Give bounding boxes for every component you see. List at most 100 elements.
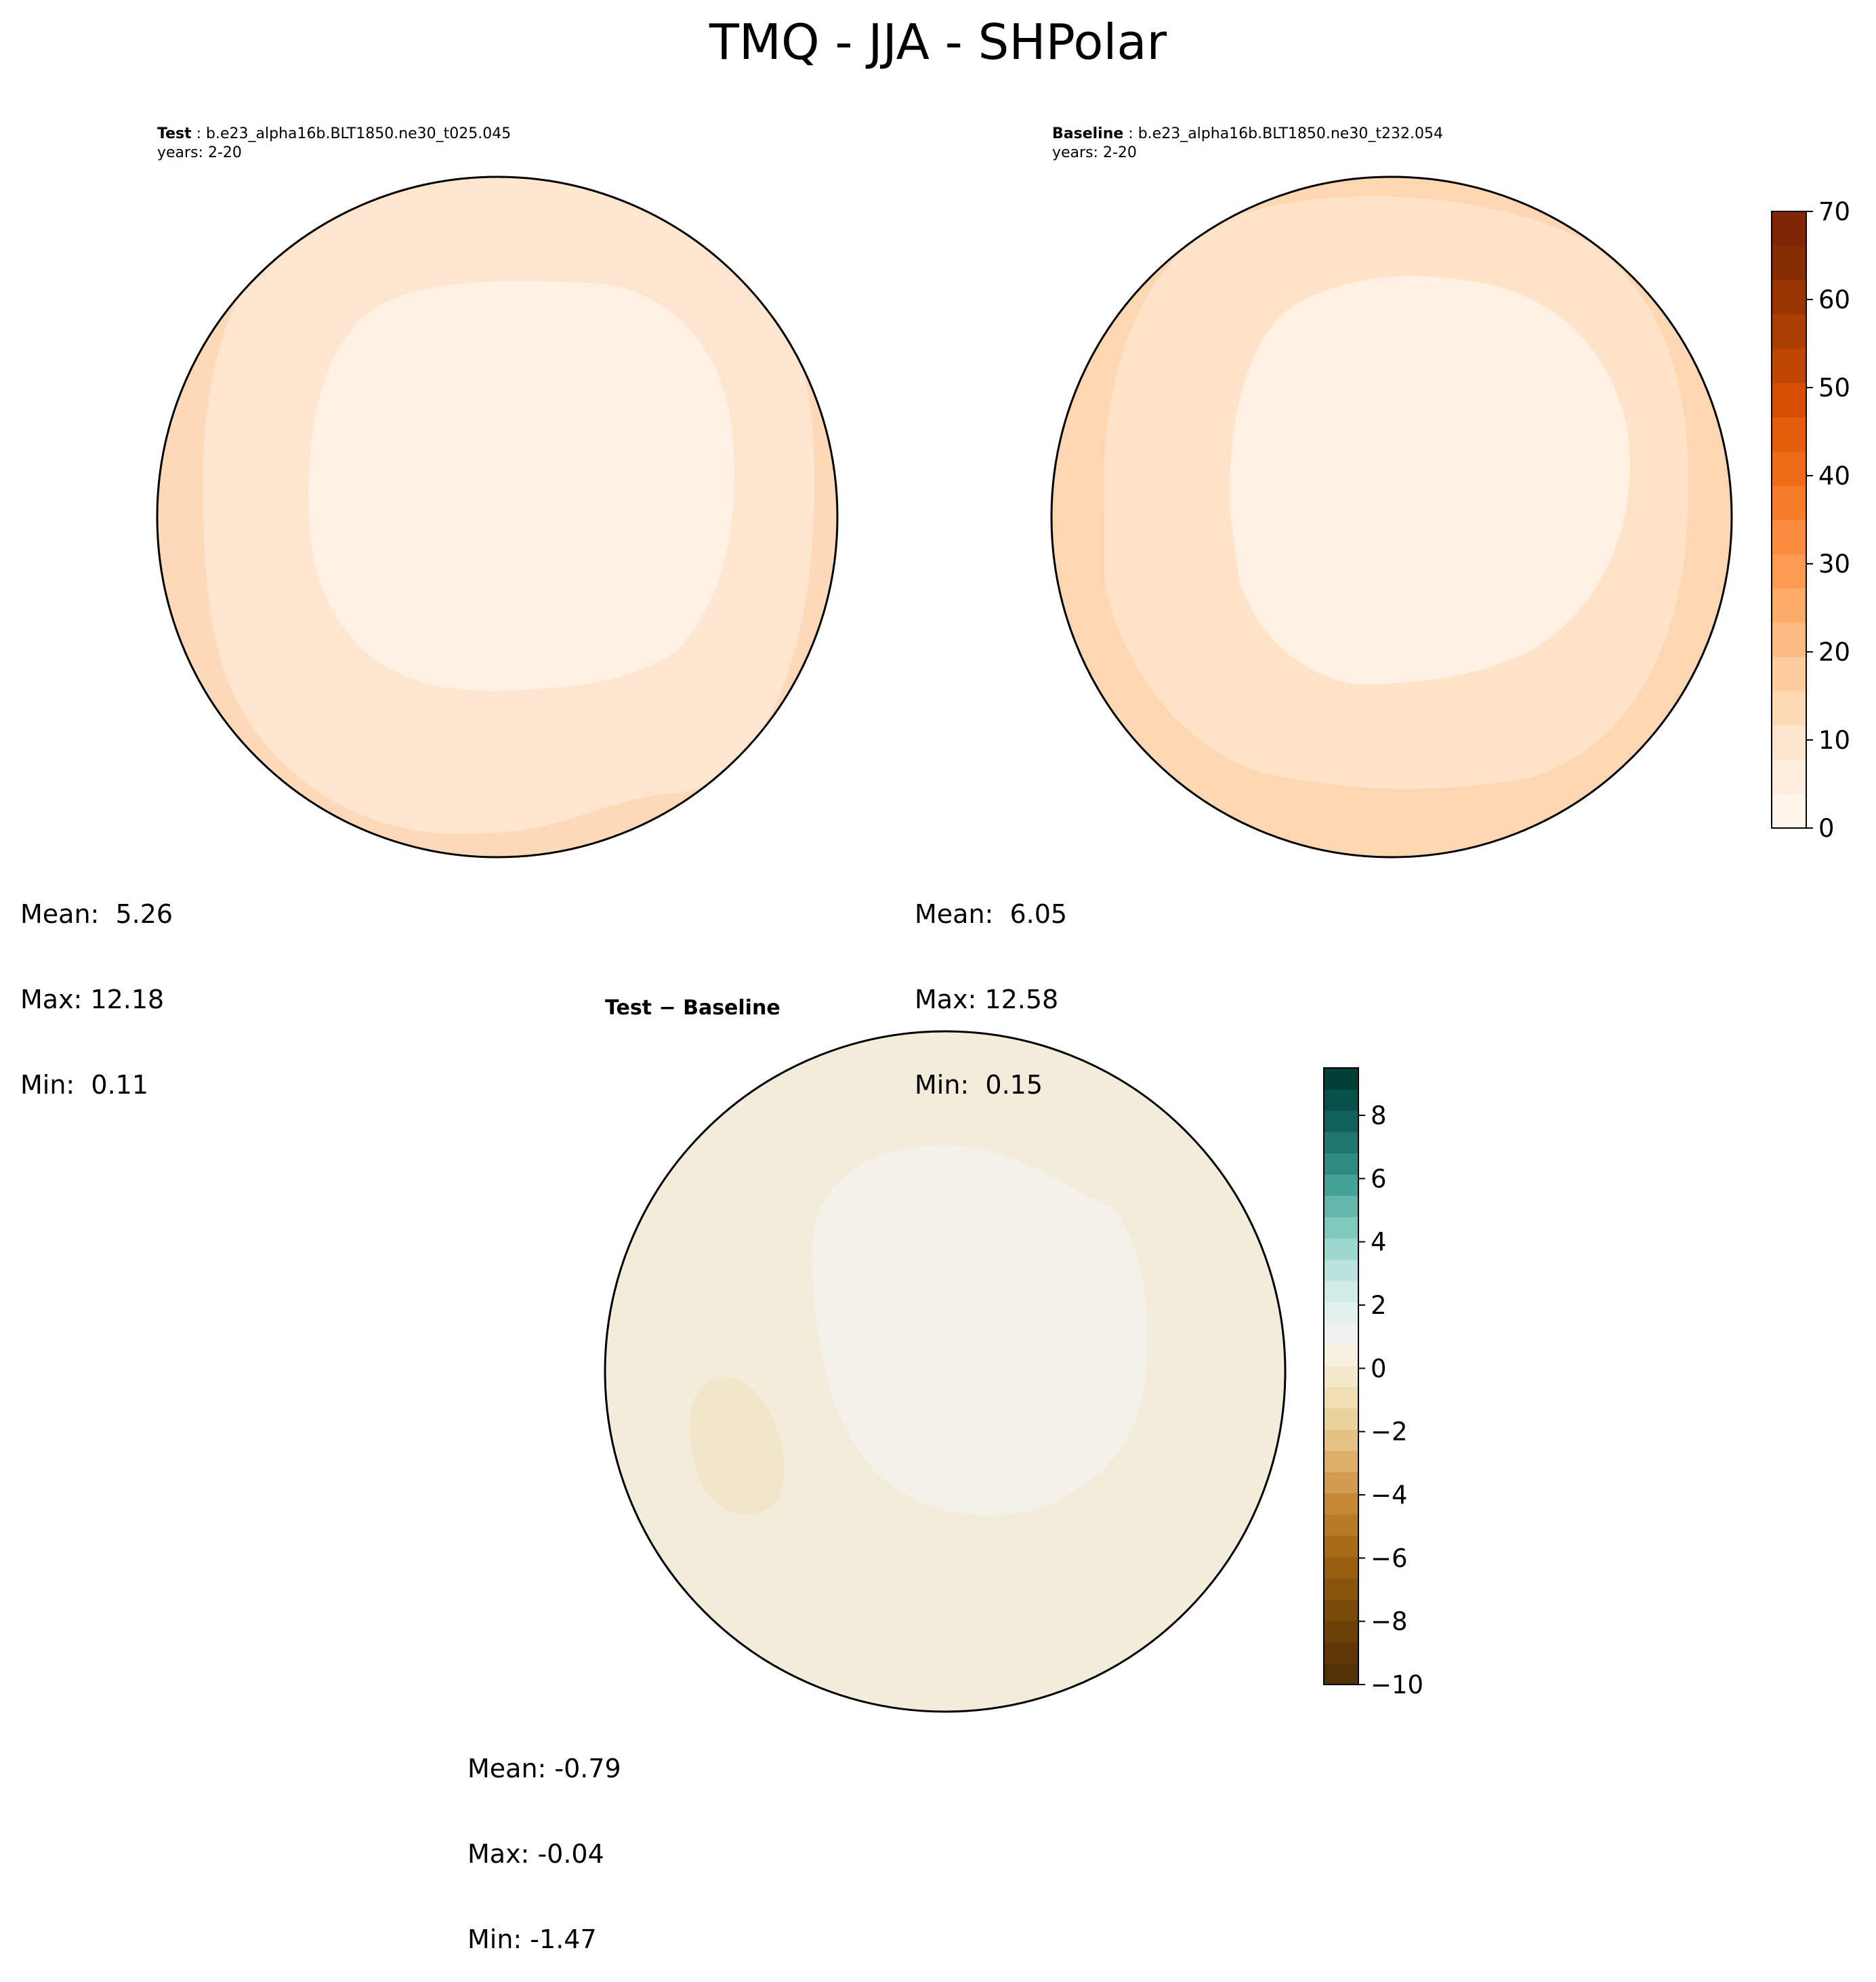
test-min: Min: 0.11 (20, 1070, 148, 1100)
diff-field-light (812, 1145, 1148, 1516)
colorbar-segment (1772, 211, 1806, 247)
colorbar-segment (1772, 382, 1806, 417)
colorbar-tick-label: 70 (1818, 197, 1850, 226)
colorbar-segment (1772, 725, 1806, 760)
colorbar-segment (1324, 1599, 1358, 1622)
colorbar-segment (1324, 1153, 1358, 1175)
colorbar-segment (1324, 1493, 1358, 1515)
colorbar-segment (1324, 1642, 1358, 1664)
baseline-years: years: 2-20 (1052, 144, 1137, 161)
diff-title-test: Test (605, 996, 652, 1020)
colorbar-segment (1324, 1514, 1358, 1536)
diff-colorbar: 8 6 4 2 0 −2 −4 −6 −8 −10 (1323, 1067, 1423, 1699)
colorbar-tick-label: −6 (1371, 1544, 1408, 1573)
colorbar-segment (1324, 1472, 1358, 1494)
colorbar-segment (1324, 1620, 1358, 1643)
diff-map-boundary (604, 1030, 1287, 1713)
test-field-inner (308, 281, 734, 691)
colorbar-segment (1324, 1556, 1358, 1579)
figure-title: TMQ - JJA - SHPolar (709, 14, 1167, 70)
colorbar-segment (1772, 793, 1806, 829)
diff-mean: Mean: -0.79 (467, 1754, 621, 1783)
baseline-min: Min: 0.15 (915, 1070, 1043, 1100)
colorbar-segment (1324, 1663, 1358, 1685)
test-stats: Mean: 5.26 Max: 12.18 Min: 0.11 (20, 843, 173, 1128)
colorbar-segment (1324, 1386, 1358, 1409)
colorbar-segment (1772, 280, 1806, 315)
colorbar-tick-label: 0 (1818, 814, 1835, 843)
colorbar-tick-label: 2 (1371, 1291, 1387, 1320)
colorbar-tick-label: 4 (1371, 1228, 1387, 1257)
colorbar-segment (1772, 759, 1806, 794)
colorbar-segment (1772, 554, 1806, 589)
colorbar-tick-label: 8 (1371, 1101, 1387, 1130)
colorbar-segment (1772, 417, 1806, 452)
colorbar-segment (1324, 1132, 1358, 1154)
baseline-case-name: b.e23_alpha16b.BLT1850.ne30_t232.054 (1138, 125, 1443, 142)
colorbar-frame (1323, 1067, 1359, 1685)
colorbar-frame (1771, 211, 1807, 829)
diff-map (604, 1030, 1287, 1713)
baseline-mean: Mean: 6.05 (915, 899, 1068, 929)
colorbar-tick-label: −2 (1371, 1418, 1408, 1447)
main-colorbar: 0 10 20 30 40 50 60 70 (1771, 197, 1850, 843)
colorbar-segment (1324, 1302, 1358, 1324)
diff-max: Max: -0.04 (467, 1839, 604, 1869)
colorbar-segment (1772, 588, 1806, 623)
diff-title: Test − Baseline (605, 996, 780, 1020)
diff-stats: Mean: -0.79 Max: -0.04 Min: -1.47 (467, 1697, 621, 1982)
diff-title-baseline: Baseline (683, 996, 780, 1020)
colorbar-segment (1324, 1068, 1358, 1090)
baseline-stats: Mean: 6.05 Max: 12.58 Min: 0.15 (915, 843, 1067, 1128)
colorbar-tick-label: −8 (1371, 1607, 1408, 1636)
diff-title-minus: − (659, 996, 676, 1020)
colorbar-segment (1324, 1110, 1358, 1132)
test-years: years: 2-20 (157, 144, 242, 161)
colorbar-segment (1324, 1089, 1358, 1111)
colorbar-segment (1324, 1174, 1358, 1196)
baseline-label: Baseline (1052, 125, 1124, 142)
colorbar-segment (1772, 348, 1806, 384)
colorbar-segment (1324, 1344, 1358, 1366)
colorbar-tick-label: 10 (1818, 726, 1850, 755)
colorbar-segment (1772, 314, 1806, 349)
colorbar-segment (1324, 1408, 1358, 1430)
colorbar-tick-label: 20 (1818, 638, 1850, 667)
colorbar-tick-label: 30 (1818, 550, 1850, 579)
colorbar-segment (1324, 1259, 1358, 1281)
colorbar-segment (1772, 690, 1806, 726)
colorbar-segment (1324, 1365, 1358, 1388)
colorbar-segment (1324, 1429, 1358, 1451)
colorbar-segment (1324, 1450, 1358, 1472)
diff-field-dark (690, 1378, 785, 1515)
colorbar-segment (1772, 485, 1806, 520)
colorbar-tick-label: 0 (1371, 1354, 1387, 1383)
colorbar-segment (1324, 1323, 1358, 1345)
test-caption: Test : b.e23_alpha16b.BLT1850.ne30_t025.… (157, 125, 512, 161)
baseline-map-boundary (1050, 176, 1733, 859)
test-map (156, 176, 839, 859)
colorbar-segment (1772, 520, 1806, 555)
colorbar-tick-label: 40 (1818, 461, 1850, 491)
colorbar-segment (1324, 1280, 1358, 1302)
colorbar-tick-label: 6 (1371, 1164, 1387, 1193)
colorbar-segment (1772, 622, 1806, 657)
test-case-name: b.e23_alpha16b.BLT1850.ne30_t025.045 (206, 125, 512, 142)
colorbar-segment (1324, 1535, 1358, 1558)
test-label: Test (157, 125, 192, 142)
colorbar-segment (1324, 1216, 1358, 1239)
diff-min: Min: -1.47 (467, 1924, 597, 1954)
test-map-boundary (156, 176, 839, 859)
colorbar-segment (1324, 1578, 1358, 1600)
baseline-map (1050, 176, 1733, 859)
test-mean: Mean: 5.26 (20, 899, 173, 929)
baseline-caption: Baseline : b.e23_alpha16b.BLT1850.ne30_t… (1052, 125, 1443, 161)
colorbar-segment (1324, 1238, 1358, 1260)
colorbar-tick-label: −10 (1371, 1670, 1423, 1699)
colorbar-tick-label: −4 (1371, 1481, 1408, 1510)
baseline-field-inner (1230, 276, 1631, 684)
test-max: Max: 12.18 (20, 985, 165, 1014)
colorbar-segment (1772, 451, 1806, 486)
colorbar-segment (1772, 245, 1806, 281)
